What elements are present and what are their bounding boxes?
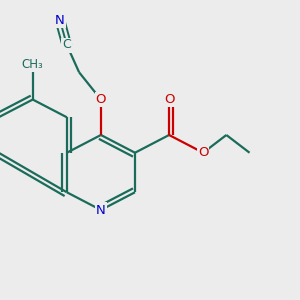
- Text: CH₃: CH₃: [22, 58, 44, 70]
- Text: C: C: [62, 38, 71, 52]
- Text: O: O: [198, 146, 208, 159]
- Text: N: N: [55, 14, 65, 27]
- Text: N: N: [96, 203, 106, 217]
- Text: O: O: [164, 93, 174, 106]
- Text: O: O: [96, 93, 106, 106]
